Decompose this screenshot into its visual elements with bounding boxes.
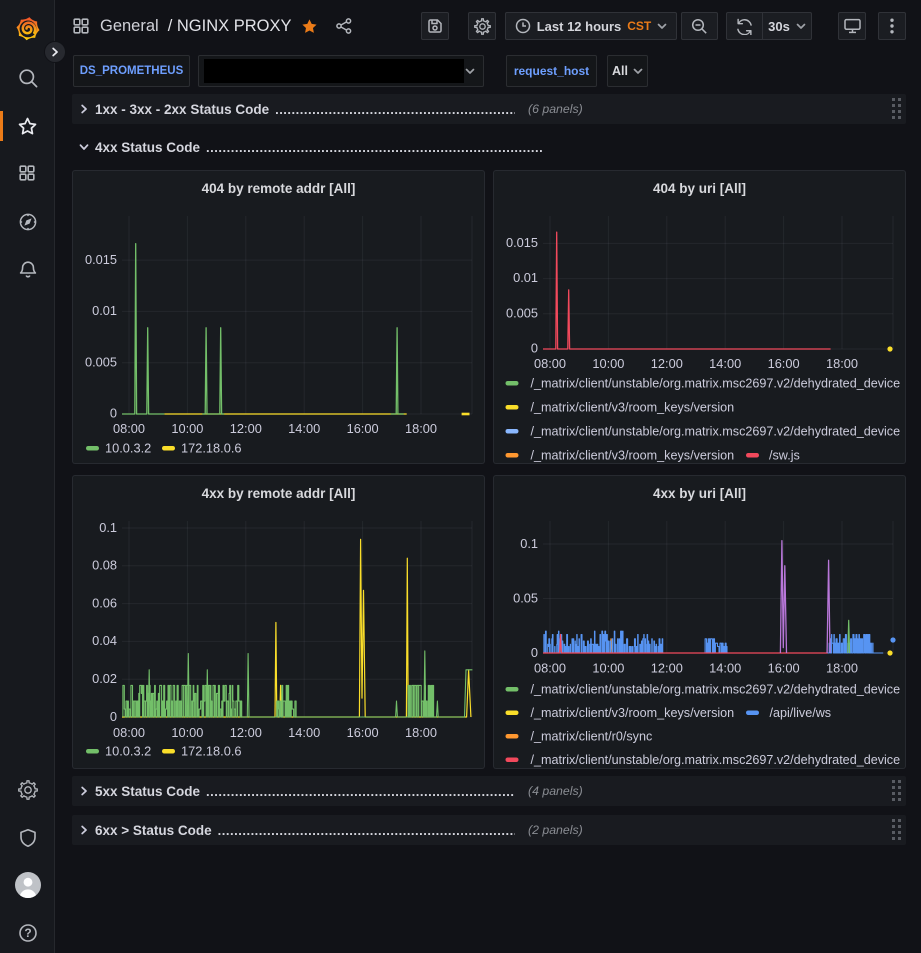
svg-text:0.1: 0.1 — [520, 536, 538, 551]
svg-text:0.06: 0.06 — [92, 595, 117, 610]
svg-text:0.01: 0.01 — [92, 303, 117, 318]
svg-text:18:00: 18:00 — [405, 725, 437, 740]
svg-text:172.18.0.6: 172.18.0.6 — [181, 744, 242, 759]
svg-text:18:00: 18:00 — [405, 421, 437, 436]
svg-text:/_matrix/client/unstable/org.m: /_matrix/client/unstable/org.matrix.msc2… — [531, 753, 901, 767]
svg-text:/_matrix/client/unstable/org.m: /_matrix/client/unstable/org.matrix.msc2… — [531, 377, 901, 391]
svg-text:/_matrix/client/r0/sync: /_matrix/client/r0/sync — [531, 730, 653, 744]
svg-text:?: ? — [24, 926, 31, 940]
svg-text:0.005: 0.005 — [85, 355, 117, 370]
svg-text:12:00: 12:00 — [230, 725, 262, 740]
svg-text:0.02: 0.02 — [92, 671, 117, 686]
svg-text:10:00: 10:00 — [592, 356, 624, 371]
svg-text:08:00: 08:00 — [113, 421, 145, 436]
svg-text:16:00: 16:00 — [768, 356, 800, 371]
svg-text:172.18.0.6: 172.18.0.6 — [181, 441, 242, 456]
svg-text:/_matrix/client/v3/room_keys/v: /_matrix/client/v3/room_keys/version — [531, 706, 735, 720]
svg-text:10:00: 10:00 — [592, 661, 624, 676]
svg-text:14:00: 14:00 — [709, 661, 741, 676]
svg-text:14:00: 14:00 — [709, 356, 741, 371]
svg-text:/api/live/ws: /api/live/ws — [770, 706, 832, 720]
svg-text:08:00: 08:00 — [534, 661, 566, 676]
svg-text:18:00: 18:00 — [826, 356, 858, 371]
svg-text:0: 0 — [531, 341, 538, 356]
svg-text:/_matrix/client/v3/room_keys/v: /_matrix/client/v3/room_keys/version — [531, 401, 735, 415]
svg-text:0.015: 0.015 — [506, 235, 538, 250]
svg-text:0.08: 0.08 — [92, 558, 117, 573]
svg-text:10:00: 10:00 — [171, 725, 203, 740]
svg-text:0: 0 — [531, 645, 538, 660]
svg-text:08:00: 08:00 — [534, 356, 566, 371]
svg-text:0: 0 — [110, 709, 117, 724]
svg-text:18:00: 18:00 — [826, 661, 858, 676]
svg-text:10.0.3.2: 10.0.3.2 — [105, 744, 151, 759]
svg-text:/_matrix/client/unstable/org.m: /_matrix/client/unstable/org.matrix.msc2… — [531, 425, 901, 439]
svg-text:16:00: 16:00 — [347, 725, 379, 740]
svg-text:/sw.js: /sw.js — [769, 449, 800, 463]
svg-text:0.01: 0.01 — [513, 270, 538, 285]
svg-text:0.04: 0.04 — [92, 633, 117, 648]
svg-text:16:00: 16:00 — [347, 421, 379, 436]
svg-text:/_matrix/client/v3/room_keys/v: /_matrix/client/v3/room_keys/version — [531, 449, 735, 463]
svg-text:0.05: 0.05 — [513, 590, 538, 605]
svg-text:12:00: 12:00 — [651, 661, 683, 676]
svg-text:12:00: 12:00 — [651, 356, 683, 371]
svg-text:0.1: 0.1 — [99, 520, 117, 535]
svg-text:/_matrix/client/unstable/org.m: /_matrix/client/unstable/org.matrix.msc2… — [531, 683, 901, 697]
svg-text:14:00: 14:00 — [288, 725, 320, 740]
svg-text:10.0.3.2: 10.0.3.2 — [105, 441, 151, 456]
svg-text:0.005: 0.005 — [506, 305, 538, 320]
svg-text:10:00: 10:00 — [171, 421, 203, 436]
svg-text:08:00: 08:00 — [113, 725, 145, 740]
svg-text:0.015: 0.015 — [85, 252, 117, 267]
svg-text:12:00: 12:00 — [230, 421, 262, 436]
svg-text:0: 0 — [110, 406, 117, 421]
svg-text:16:00: 16:00 — [768, 661, 800, 676]
svg-text:14:00: 14:00 — [288, 421, 320, 436]
